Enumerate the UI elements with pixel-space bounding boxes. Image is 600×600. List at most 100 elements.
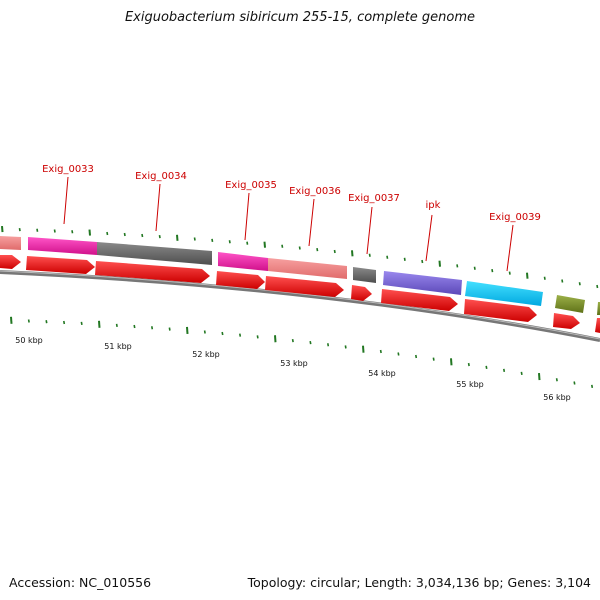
major-tick — [88, 229, 91, 236]
minor-tick — [473, 266, 476, 270]
gene-label-leader — [366, 206, 373, 255]
major-tick — [450, 358, 453, 366]
major-tick — [10, 316, 13, 324]
gene-label: Exig_0033 — [42, 164, 94, 175]
minor-tick — [246, 241, 249, 245]
genome-backbone-highlight — [0, 270, 600, 340]
gene-box — [28, 237, 97, 255]
gene-label-leader — [425, 214, 433, 262]
minor-tick — [158, 234, 161, 239]
gene-label-layer: Exig_0033 Exig_0034 Exig_0035 Exig_0036 … — [42, 164, 541, 272]
gene-box — [218, 252, 268, 271]
major-tick — [274, 335, 277, 343]
minor-tick — [239, 333, 242, 337]
minor-tick — [133, 324, 136, 329]
minor-tick — [291, 339, 294, 343]
minor-tick — [141, 233, 144, 238]
cds-arrow — [553, 313, 580, 329]
gene-box — [0, 236, 21, 250]
gene-label-leader — [308, 198, 315, 247]
minor-tick — [211, 238, 214, 242]
minor-tick — [467, 362, 470, 367]
minor-tick — [115, 323, 118, 328]
minor-tick — [491, 269, 494, 273]
map-title: Exiguobacterium sibiricum 255-15, comple… — [124, 10, 476, 25]
minor-tick — [168, 327, 171, 331]
minor-tick — [316, 248, 319, 252]
minor-tick — [193, 237, 196, 241]
gene-box — [597, 302, 600, 315]
minor-tick — [456, 264, 459, 268]
minor-tick — [508, 271, 511, 275]
cds-arrow — [464, 299, 537, 322]
kbp-label: 56 kbp — [543, 393, 571, 402]
minor-tick — [327, 343, 330, 347]
gene-box — [383, 271, 462, 295]
gene-box — [465, 281, 543, 306]
minor-tick — [578, 282, 581, 286]
minor-tick — [403, 257, 406, 261]
minor-tick — [221, 331, 224, 336]
cds-arrow — [95, 261, 210, 283]
gene-box — [97, 242, 212, 265]
accession-label: Accession: NC_010556 — [9, 575, 152, 590]
major-tick — [538, 372, 541, 381]
minor-tick — [432, 357, 435, 361]
minor-tick — [18, 227, 21, 232]
minor-tick — [555, 378, 558, 382]
minor-tick — [45, 320, 48, 324]
minor-tick — [397, 352, 400, 356]
minor-tick — [421, 259, 424, 264]
minor-tick — [228, 240, 231, 244]
cds-arrow — [216, 271, 265, 289]
minor-tick — [309, 341, 312, 345]
major-tick — [438, 260, 441, 267]
genome-backbone — [0, 270, 600, 342]
minor-tick — [151, 326, 154, 330]
gene-box — [353, 267, 376, 283]
minor-tick — [591, 384, 594, 389]
major-tick — [362, 345, 365, 353]
minor-tick — [203, 330, 206, 334]
cds-arrow — [0, 255, 21, 269]
major-tick — [1, 225, 4, 233]
minor-tick — [333, 249, 336, 254]
minor-tick — [298, 246, 301, 250]
major-tick — [351, 250, 354, 257]
gene-category-track — [0, 236, 600, 315]
gene-label: Exig_0037 — [348, 193, 400, 204]
kbp-label: 50 kbp — [15, 336, 43, 345]
gene-label: ipk — [426, 200, 441, 211]
minor-tick — [344, 345, 347, 349]
gene-label: Exig_0035 — [225, 180, 277, 191]
minor-tick — [386, 255, 389, 259]
gene-label-leader — [506, 224, 514, 272]
minor-tick — [281, 244, 284, 248]
minor-tick — [256, 335, 259, 339]
major-tick — [98, 320, 101, 328]
minor-tick — [80, 321, 83, 325]
upper-tick-row — [1, 225, 599, 289]
minor-tick — [63, 320, 66, 325]
gene-box — [555, 295, 585, 313]
gene-label-leader — [155, 183, 161, 232]
genome-summary: Topology: circular; Length: 3,034,136 bp… — [247, 575, 591, 590]
gene-label: Exig_0036 — [289, 186, 341, 197]
gene-box — [268, 258, 347, 279]
minor-tick — [368, 253, 371, 257]
minor-tick — [106, 231, 109, 236]
minor-tick — [71, 230, 74, 234]
minor-tick — [573, 381, 576, 385]
major-tick — [526, 272, 529, 279]
gene-label-leader — [244, 192, 250, 241]
kbp-label: 55 kbp — [456, 380, 484, 389]
minor-tick — [596, 284, 599, 289]
minor-tick — [123, 232, 126, 237]
gene-label: Exig_0034 — [135, 171, 187, 182]
minor-tick — [561, 279, 564, 283]
gene-label: Exig_0039 — [489, 212, 541, 223]
major-tick — [176, 234, 179, 241]
minor-tick — [520, 371, 523, 376]
minor-tick — [485, 365, 488, 370]
